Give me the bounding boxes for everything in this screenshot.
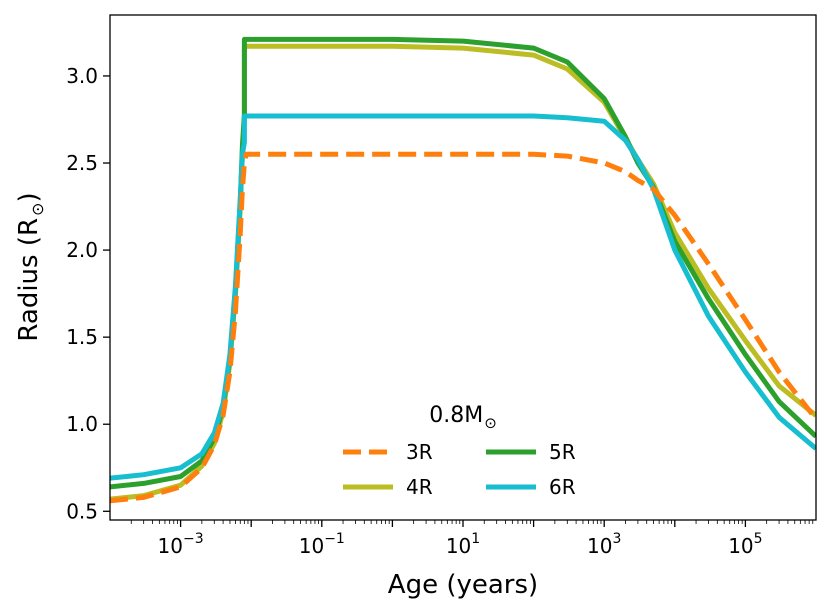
legend-entry-6R: 6R bbox=[486, 475, 576, 499]
legend: 0.8M⊙ 3R 4R 5R 6R bbox=[343, 403, 576, 499]
y-tick-label: 2.0 bbox=[66, 238, 98, 262]
series-line-6R bbox=[110, 113, 816, 481]
legend-label: 5R bbox=[549, 440, 576, 464]
x-tick-label: 101 bbox=[446, 531, 480, 558]
x-tick-label: 103 bbox=[587, 531, 621, 558]
legend-title: 0.8M⊙ bbox=[429, 403, 497, 432]
legend-label: 3R bbox=[406, 440, 433, 464]
legend-entry-5R: 5R bbox=[486, 440, 576, 464]
legend-label: 6R bbox=[549, 475, 576, 499]
legend-entry-4R: 4R bbox=[343, 475, 433, 499]
x-tick-label: 105 bbox=[728, 531, 762, 558]
y-axis: 0.5 1.0 1.5 2.0 2.5 3.0 bbox=[66, 64, 110, 523]
y-tick-label: 0.5 bbox=[66, 499, 98, 523]
x-axis-title: Age (years) bbox=[388, 570, 538, 600]
legend-entry-3R: 3R bbox=[343, 440, 433, 464]
y-axis-title: Radius (R⊙) bbox=[14, 192, 47, 341]
legend-label: 4R bbox=[406, 475, 433, 499]
x-tick-label: 10−1 bbox=[299, 531, 345, 558]
x-axis: 10−3 10−1 101 103 105 bbox=[130, 520, 814, 558]
y-tick-label: 2.5 bbox=[66, 151, 98, 175]
x-tick-label: 10−3 bbox=[158, 531, 204, 558]
y-tick-label: 1.0 bbox=[66, 412, 98, 436]
y-tick-label: 3.0 bbox=[66, 64, 98, 88]
series-layer bbox=[110, 36, 816, 504]
series-line-3R bbox=[110, 151, 816, 504]
y-tick-label: 1.5 bbox=[66, 325, 98, 349]
